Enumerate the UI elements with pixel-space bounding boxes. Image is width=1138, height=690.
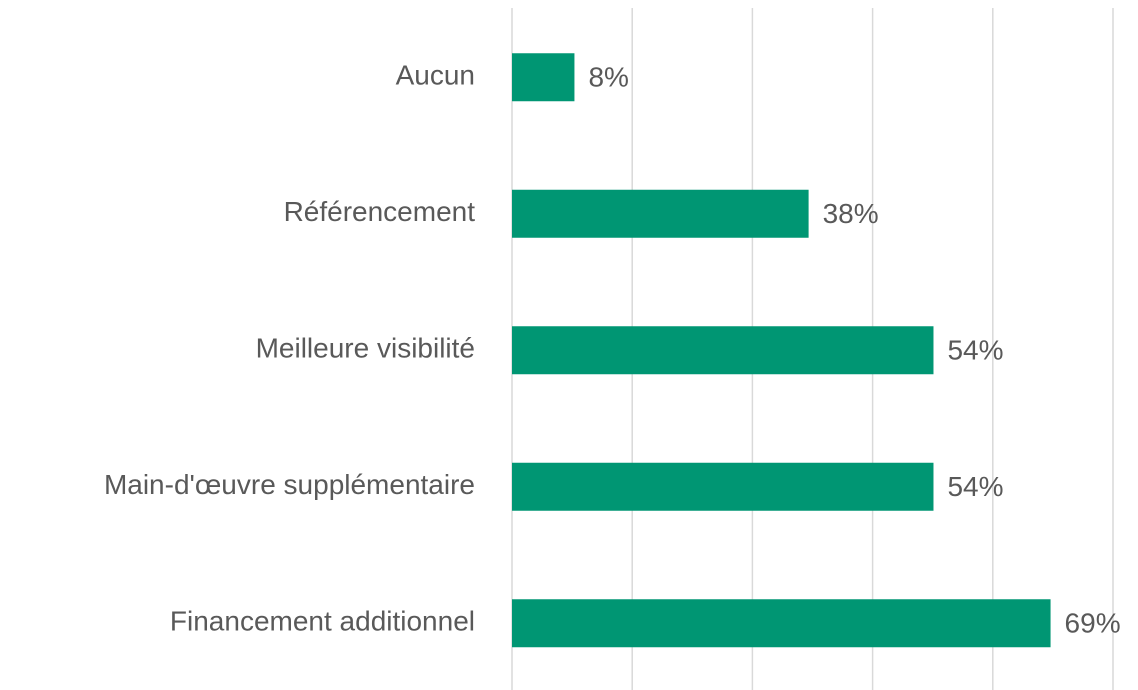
bar [512,462,934,511]
value-label: 54% [947,471,1003,502]
category-label: Meilleure visibilité [256,333,475,364]
value-label: 38% [823,198,879,229]
value-label: 8% [588,62,628,93]
category-label: Aucun [396,60,475,91]
category-label: Financement additionnel [170,606,475,637]
category-label: Référencement [284,196,476,227]
bar [512,189,809,238]
bar [512,599,1051,648]
bar [512,326,934,375]
value-label: 54% [947,335,1003,366]
category-label: Main-d'œuvre supplémentaire [104,469,475,500]
value-label: 69% [1065,608,1121,639]
bar [512,53,575,102]
